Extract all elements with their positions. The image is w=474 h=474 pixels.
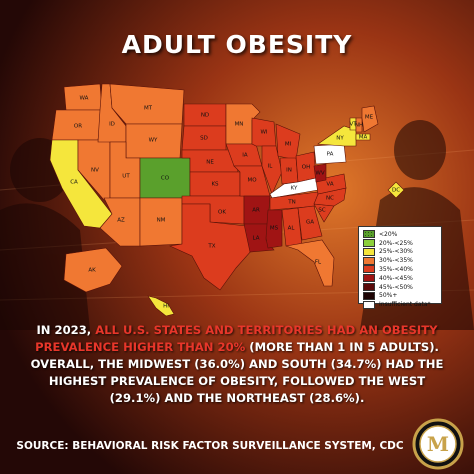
state-label-wi: WI: [260, 130, 267, 136]
legend-label: Insufficient data*: [379, 301, 431, 309]
state-label-ga: GA: [306, 220, 314, 226]
state-label-mn: MN: [235, 122, 244, 128]
state-label-ok: OK: [218, 210, 226, 216]
legend-item: Insufficient data*: [363, 300, 437, 309]
state-label-nd: ND: [201, 113, 209, 119]
legend-item: 20%-<25%: [363, 239, 437, 248]
state-il: [261, 145, 283, 195]
legend-item: 50%+: [363, 291, 437, 301]
state-label-wa: WA: [80, 96, 89, 102]
legend-label: 40%-<45%: [379, 274, 413, 282]
legend-item: 45%-<50%: [363, 283, 437, 292]
legend-label: 50%+: [379, 292, 398, 300]
state-label-dc: DC: [392, 188, 400, 194]
legend-label: 25%-<30%: [379, 248, 413, 256]
state-label-mo: MO: [247, 178, 257, 184]
state-ak: [63, 247, 123, 293]
state-label-sd: SD: [200, 136, 208, 142]
state-ms: [265, 209, 283, 249]
legend-swatch: [363, 291, 375, 300]
state-label-nc: NC: [326, 196, 334, 202]
state-label-tn: TN: [287, 200, 295, 206]
page-title: ADULT OBESITY: [121, 30, 353, 59]
state-tx: [168, 203, 253, 291]
legend-item: 40%-<45%: [363, 274, 437, 283]
legend-label: <20%: [379, 230, 398, 238]
state-label-il: IL: [268, 164, 274, 170]
state-ma: [355, 133, 371, 141]
state-label-ut: UT: [122, 174, 130, 180]
state-label-nm: NM: [157, 218, 166, 224]
state-label-mt: MT: [144, 106, 153, 112]
state-label-ny: NY: [336, 136, 344, 142]
legend-label: 45%-<50%: [379, 283, 413, 291]
state-label-mi: MI: [285, 142, 292, 148]
state-label-va: VA: [326, 182, 333, 188]
state-label-ms: MS: [270, 226, 279, 232]
state-label-la: LA: [253, 236, 260, 242]
state-label-wy: WY: [149, 138, 158, 144]
state-label-ar: AR: [252, 208, 260, 214]
legend-item: <20%: [363, 230, 437, 239]
state-mt: [109, 83, 185, 125]
legend-swatch: [363, 265, 375, 274]
legend-swatch: [363, 256, 375, 265]
brand-logo: M: [412, 418, 464, 470]
state-dc: [387, 181, 405, 199]
legend-swatch: [363, 247, 375, 256]
legend-swatch: [363, 283, 375, 292]
state-label-wv: WV: [315, 171, 324, 177]
legend-label: 30%-<35%: [379, 257, 413, 265]
state-label-in: IN: [286, 168, 292, 174]
state-label-co: CO: [161, 176, 170, 182]
legend-item: 35%-<40%: [363, 265, 437, 274]
state-label-hi: HI: [163, 304, 169, 310]
brand-logo-letter: M: [427, 432, 449, 456]
state-label-ne: NE: [206, 160, 214, 166]
map-legend: <20% 20%-<25% 25%-<30% 30%-<35% 35%-<40%…: [358, 226, 442, 309]
state-label-ks: KS: [211, 182, 219, 188]
state-label-al: AL: [288, 226, 296, 232]
state-label-pa: PA: [327, 152, 334, 158]
legend-label: 35%-<40%: [379, 265, 413, 273]
legend-label: 20%-<25%: [379, 239, 413, 247]
state-label-ia: IA: [242, 153, 248, 159]
legend-swatch: [363, 300, 375, 309]
legend-swatch: [363, 274, 375, 283]
state-label-id: ID: [109, 122, 115, 128]
state-wv: [313, 163, 327, 183]
state-label-me: ME: [365, 115, 374, 121]
state-label-vt: VT: [349, 122, 357, 128]
summary-text: IN 2023, ALL U.S. STATES AND TERRITORIES…: [22, 322, 452, 407]
legend-swatch: [363, 239, 375, 248]
state-label-ca: CA: [70, 180, 78, 186]
state-ga: [297, 205, 323, 241]
legend-swatch: [363, 230, 375, 239]
state-fl: [285, 239, 335, 287]
state-label-sc: SC: [318, 208, 325, 214]
state-me: [361, 105, 379, 133]
summary-rest: (MORE THAN 1 IN 5 ADULTS). OVERALL, THE …: [30, 340, 444, 405]
state-label-az: AZ: [117, 218, 125, 224]
state-label-fl: FL: [315, 260, 322, 266]
source-credit: SOURCE: BEHAVIORAL RISK FACTOR SURVEILLA…: [16, 440, 404, 452]
state-label-ma: MA: [359, 135, 368, 141]
summary-intro: IN 2023,: [36, 323, 96, 337]
state-label-tx: TX: [207, 244, 215, 250]
state-label-nv: NV: [91, 168, 99, 174]
state-nh: [355, 117, 363, 133]
summary-highlight: ALL U.S. STATES AND TERRITORIES HAD AN O…: [35, 323, 438, 354]
legend-item: 25%-<30%: [363, 247, 437, 257]
state-label-oh: OH: [302, 165, 310, 171]
legend-item: 30%-<35%: [363, 256, 437, 265]
state-label-or: OR: [74, 124, 82, 130]
state-label-ky: KY: [291, 186, 298, 192]
state-hi: [147, 295, 175, 317]
state-label-nh: NH: [355, 123, 363, 129]
state-label-ak: AK: [88, 268, 96, 274]
